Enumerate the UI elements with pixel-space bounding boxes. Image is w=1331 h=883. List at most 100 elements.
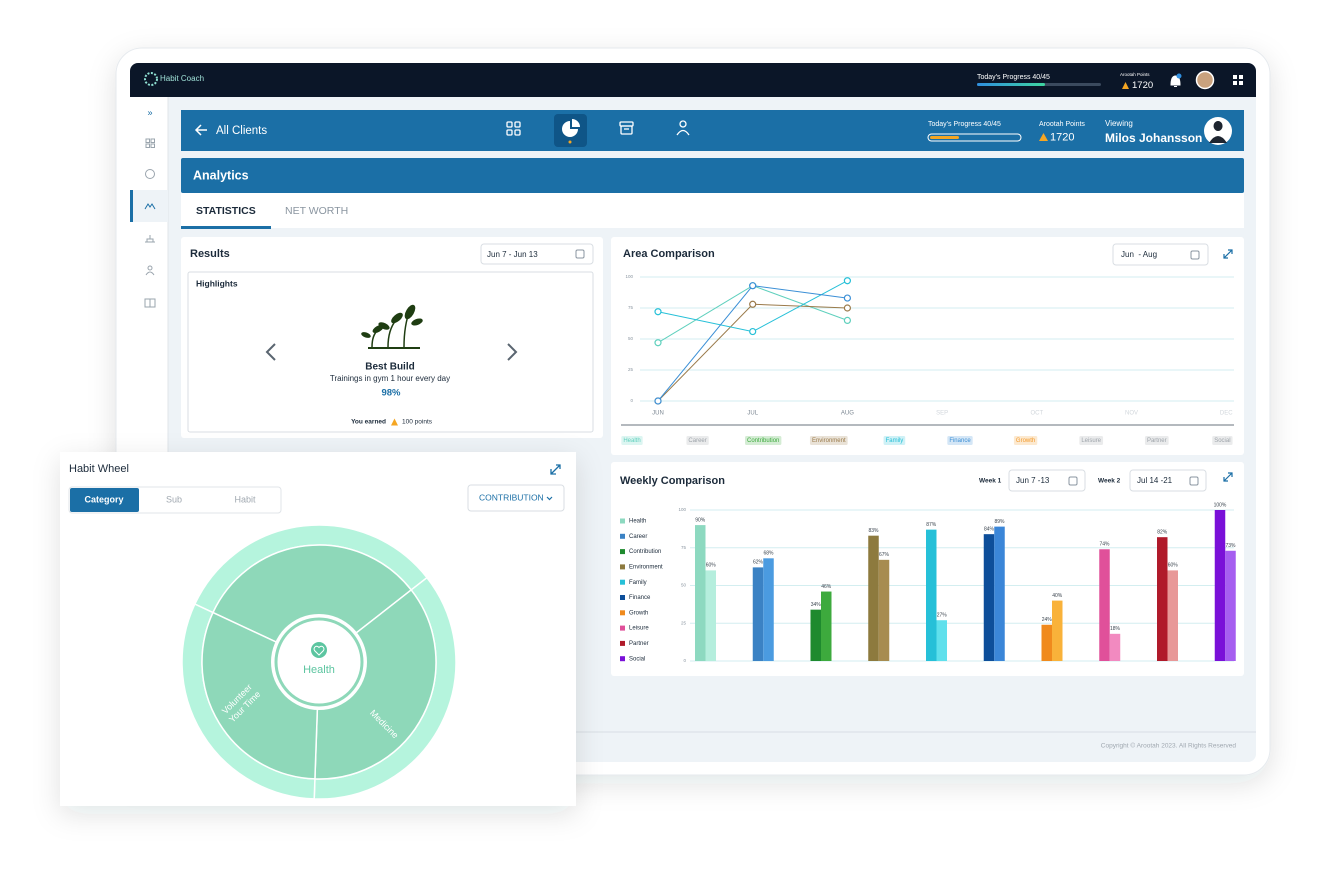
nav-analytics[interactable] [562,119,580,137]
legend-chip [809,436,848,445]
viewing-name: Milos Johansson [1105,131,1202,145]
tab-statistics[interactable]: STATISTICS [196,205,256,217]
y-tick-label: 50 [681,583,687,588]
nav-active-dot [568,140,572,144]
sidebar-icon-profile[interactable] [145,265,155,276]
area-expand[interactable] [1223,249,1233,259]
weekly-title: Weekly Comparison [620,475,725,487]
bar [983,534,995,661]
bar [821,591,832,661]
top-avatar[interactable] [1195,70,1215,90]
points-icon [1122,82,1129,89]
legend-label: Environment [812,438,846,444]
legend-chip [883,436,906,445]
nav-grid[interactable] [506,121,521,136]
apps-icon[interactable] [1233,75,1243,85]
value-label: 100% [1214,502,1227,508]
value-label: 27% [937,613,948,619]
wheel-center-label: Health [303,664,335,676]
week2-date-box[interactable] [1129,469,1207,492]
topbar [130,63,1256,97]
results-date: Jun 7 - Jun 13 [487,250,538,259]
bell-icon[interactable] [1170,75,1181,87]
dropdown-box[interactable] [467,484,565,512]
tab-net-worth[interactable]: NET WORTH [285,205,348,217]
next-arrow[interactable] [507,343,518,361]
weekly-expand[interactable] [1223,472,1233,482]
legend-label: Contribution [629,549,661,555]
legend-label: Growth [629,610,648,616]
sidebar-icon-coach[interactable] [145,235,155,243]
bar [936,620,947,661]
sidebar-icon-clients[interactable] [144,203,156,210]
data-point [843,304,852,312]
data-point [843,294,852,302]
nav-archive[interactable] [619,121,634,135]
sidebar-expand[interactable]: » [147,107,152,117]
y-tick-label: 25 [681,620,687,625]
legend-swatch [620,549,625,555]
top-progress: Today's Progress 40/45 [977,74,1050,81]
value-label: 82% [1157,530,1168,536]
area-date-box[interactable] [1112,243,1209,266]
highlight-text: Trainings in gym 1 hour every day [330,374,450,383]
week2-date: Jul 14 -21 [1137,476,1173,485]
top-points-label: Arootah Points [1120,72,1150,77]
prev-arrow[interactable] [265,343,276,361]
copyright: Copyright © Arootah 2023. All Rights Res… [1101,742,1237,750]
week1-label: Week 1 [979,478,1002,485]
legend-label: Career [629,534,647,540]
client-avatar[interactable] [1204,117,1232,145]
bar [1157,537,1168,661]
legend-swatch [620,533,625,539]
value-label: 18% [1110,626,1121,632]
toggle-habit[interactable]: Habit [234,494,256,504]
value-label: 46% [821,584,832,590]
area-date: Jun - Aug [1121,250,1157,259]
back-arrow[interactable] [194,124,207,136]
plant-icon [361,304,423,349]
header-progress: Today's Progress 40/45 [928,121,1001,128]
legend-label: Social [629,656,645,662]
wheel-center[interactable] [271,614,367,710]
legend-label: Health [629,519,646,525]
bar [1214,510,1226,661]
legend-swatch [620,564,625,570]
bar [878,559,890,661]
legend-chip [1212,436,1233,445]
x-tick-label: DEC [1220,411,1233,417]
value-label: 60% [1168,563,1179,569]
bar [1052,600,1063,661]
legend-chip [1013,436,1038,445]
legend-label: Family [629,580,647,586]
sidebar-icon-book[interactable] [144,298,156,308]
nav-profile[interactable] [676,120,690,136]
analytics-title: Analytics [193,168,249,182]
legend-label: Partner [629,641,649,647]
data-point [843,316,852,324]
sidebar-icon-dashboard[interactable] [145,138,155,148]
y-tick-label: 75 [628,305,634,310]
week1-date-box[interactable] [1008,469,1086,492]
results-date-box[interactable] [480,243,594,265]
bar [810,609,821,661]
y-tick-label: 0 [630,398,633,403]
week1-date: Jun 7 -13 [1016,476,1050,485]
legend-label: Career [688,438,706,444]
value-label: 62% [753,560,764,566]
x-tick-label: SEP [936,411,948,417]
back-link[interactable]: All Clients [216,125,267,137]
y-tick-label: 100 [678,507,686,512]
highlight-title: Best Build [365,362,414,373]
header-progress-track [927,133,1022,142]
toggle-sub[interactable]: Sub [166,494,182,504]
legend-chip [745,436,782,445]
earned-points: 100 points [402,419,433,426]
value-label: 84% [984,526,995,532]
sidebar-icon-analytics[interactable] [145,169,155,179]
legend-label: Environment [629,564,663,570]
header-points: 1720 [1050,131,1074,143]
toggle-category[interactable]: Category [84,494,123,504]
habit-expand[interactable] [550,464,561,475]
